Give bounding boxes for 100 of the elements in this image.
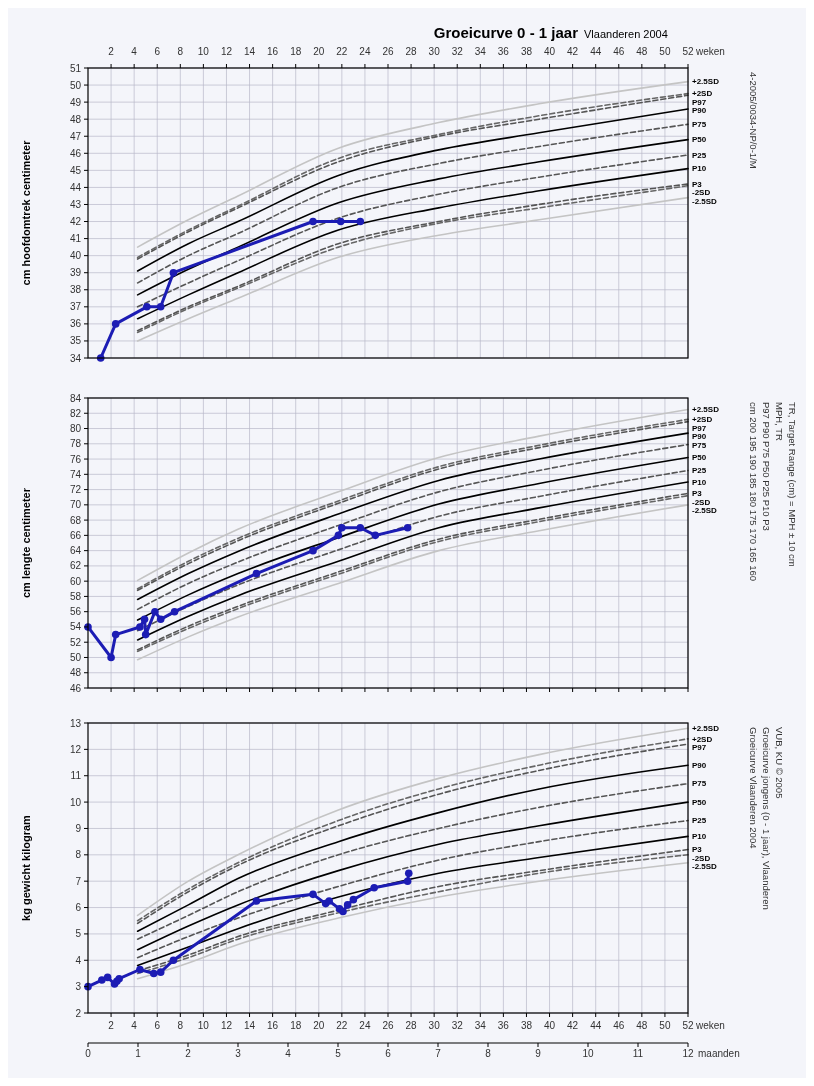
x-tick-label: 38 xyxy=(520,46,533,57)
series-label: P90 xyxy=(692,760,707,770)
x2-tick-label: 0 xyxy=(85,1048,92,1059)
y-tick-label: 76 xyxy=(69,453,82,465)
y-tick-label: 8 xyxy=(75,849,82,861)
y-axis-title: kg gewicht kilogram xyxy=(20,814,32,921)
series-label: P25 xyxy=(692,816,707,826)
text: MPH, TR xyxy=(774,402,785,442)
x-tick-label: 28 xyxy=(405,46,418,57)
x-tick-label: 50 xyxy=(659,1020,671,1031)
text: cm 200 195 190 185 180 175 170 165 160 xyxy=(748,402,759,582)
y-tick-label: 70 xyxy=(69,499,82,511)
y-tick-label: 84 xyxy=(69,392,82,404)
y-tick-label: 47 xyxy=(69,130,82,142)
text: Groeicurve Vlaanderen 2004 xyxy=(748,727,759,849)
series-label: P3 xyxy=(692,489,703,499)
text: Groeicurve jongens (0 - 1 jaar), Vlaanderen xyxy=(761,727,772,910)
y-tick-label: 52 xyxy=(69,636,82,648)
x-tick-label: 34 xyxy=(474,1020,487,1031)
series-label: P3 xyxy=(692,845,703,855)
x-tick-label: 26 xyxy=(382,46,394,57)
series-label: P50 xyxy=(692,797,707,807)
text: TR, Target Range (cm) = MPH ± 10 cm xyxy=(787,402,798,567)
series-label: -2SD xyxy=(692,497,711,507)
x2-tick-label: 5 xyxy=(335,1048,342,1059)
y-tick-label: 42 xyxy=(69,216,82,228)
y-tick-label: 66 xyxy=(69,529,82,541)
x2-tick-label: 2 xyxy=(185,1048,192,1059)
y-tick-label: 46 xyxy=(69,682,82,694)
series-label: P97 xyxy=(692,423,707,433)
x-tick-label: 44 xyxy=(590,46,602,57)
x-tick-label: 16 xyxy=(267,1020,279,1031)
y-tick-label: 48 xyxy=(69,113,82,125)
x-tick-label: 38 xyxy=(520,1020,533,1031)
x2-tick-label: 4 xyxy=(285,1048,292,1059)
series-label: +2SD xyxy=(692,415,713,425)
y-tick-label: 7 xyxy=(75,875,82,887)
y-tick-label: 43 xyxy=(69,198,82,210)
x-axis-title: weken xyxy=(695,46,725,57)
y-tick-label: 64 xyxy=(69,545,82,557)
x-tick-label: 22 xyxy=(336,1020,348,1031)
x-tick-label: 30 xyxy=(428,1020,441,1031)
text: 4-2005/0034-NP/0-1/M xyxy=(748,72,759,169)
series-label: P75 xyxy=(692,440,707,450)
y-tick-label: 9 xyxy=(75,822,82,834)
y-tick-label: 13 xyxy=(69,717,82,729)
y-tick-label: 54 xyxy=(69,621,82,633)
y-tick-label: 68 xyxy=(69,514,82,526)
y-tick-label: 74 xyxy=(69,468,82,480)
y-tick-label: 72 xyxy=(69,484,82,496)
x-tick-label: 46 xyxy=(613,46,625,57)
x-tick-label: 4 xyxy=(131,1020,138,1031)
y-tick-label: 45 xyxy=(69,164,82,176)
y-tick-label: 2 xyxy=(75,1007,82,1019)
y-tick-label: 82 xyxy=(69,407,82,419)
series-label: -2.5SD xyxy=(692,862,718,872)
x-tick-label: 12 xyxy=(220,46,233,57)
series-label: +2.5SD xyxy=(692,724,720,734)
series-label: P25 xyxy=(692,466,707,476)
x-tick-label: 8 xyxy=(177,1020,184,1031)
x2-tick-label: 10 xyxy=(582,1048,594,1059)
series-label: P50 xyxy=(692,135,707,145)
x-tick-label: 34 xyxy=(474,46,487,57)
y-tick-label: 56 xyxy=(69,606,82,618)
series-label: P10 xyxy=(692,477,707,487)
series-label: +2.5SD xyxy=(692,77,720,87)
chart-subtitle: Vlaanderen 2004 xyxy=(584,28,668,40)
x-tick-label: 24 xyxy=(359,1020,371,1031)
y-tick-label: 58 xyxy=(69,590,82,602)
x-tick-label: 36 xyxy=(497,46,510,57)
x-tick-label: 10 xyxy=(197,46,210,57)
text: VUB, KU © 2005 xyxy=(774,727,785,799)
x-tick-label: 22 xyxy=(336,46,348,57)
x-tick-label: 28 xyxy=(405,1020,418,1031)
x-tick-label: 50 xyxy=(659,46,671,57)
y-tick-label: 41 xyxy=(69,233,82,245)
x-tick-label: 46 xyxy=(613,1020,625,1031)
series-label: P75 xyxy=(692,779,707,789)
x-tick-label: 14 xyxy=(243,46,256,57)
y-tick-label: 80 xyxy=(69,423,82,435)
x-tick-label: 18 xyxy=(290,1020,302,1031)
x-tick-label: 36 xyxy=(497,1020,510,1031)
x-tick-label: 40 xyxy=(543,46,556,57)
x-tick-label: 32 xyxy=(451,1020,464,1031)
x-tick-label: 32 xyxy=(451,46,464,57)
y-tick-label: 38 xyxy=(69,284,82,296)
series-label: -2.5SD xyxy=(692,506,718,516)
x-tick-label: 6 xyxy=(154,1020,161,1031)
series-label: P97 xyxy=(692,743,707,753)
x2-tick-label: 12 xyxy=(682,1048,694,1059)
series-label: -2.5SD xyxy=(692,196,718,206)
series-label: P3 xyxy=(692,179,703,189)
y-tick-label: 60 xyxy=(69,575,82,587)
series-label: P75 xyxy=(692,120,707,130)
x-tick-label: 48 xyxy=(636,46,648,57)
x-tick-label: 2 xyxy=(108,1020,115,1031)
x-tick-label: 8 xyxy=(177,46,184,57)
series-label: -2SD xyxy=(692,853,711,863)
x-tick-label: 30 xyxy=(428,46,441,57)
x2-tick-label: 3 xyxy=(235,1048,242,1059)
